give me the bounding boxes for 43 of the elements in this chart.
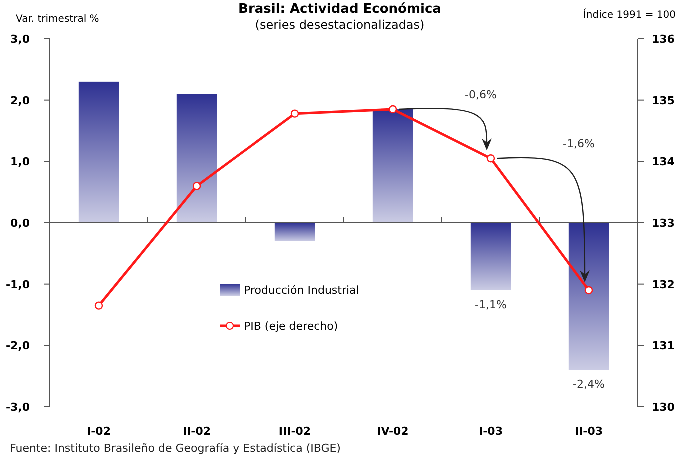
bar	[274, 223, 316, 242]
data-label: -1,1%	[475, 298, 507, 312]
data-label: -2,4%	[573, 378, 605, 392]
x-tick-label: IV-02	[377, 425, 409, 438]
chart-subtitle: (series desestacionalizadas)	[255, 18, 425, 32]
point	[94, 302, 104, 310]
legend-label: PIB (eje derecho)	[244, 320, 338, 333]
y2-tick-label: 133	[652, 217, 675, 230]
y-tick-label: -3,0	[6, 401, 30, 414]
y-tick-label: 0,0	[10, 217, 30, 230]
bar	[568, 223, 610, 370]
y-tick-label: 1,0	[10, 156, 30, 169]
x-tick-label: II-03	[574, 425, 604, 438]
bar	[78, 82, 120, 223]
x-tick-label: II-02	[182, 425, 212, 438]
x-tick-label: III-02	[278, 425, 312, 438]
y2-tick-label: 132	[652, 278, 675, 292]
y-tick-label: -2,0	[6, 340, 30, 353]
bar	[470, 223, 512, 290]
y2-tick-label: 131	[652, 340, 675, 353]
y2-tick-label: 130	[652, 401, 676, 414]
y-axis-title: Var. trimestral %	[16, 14, 100, 25]
x-tick-label: I-03	[479, 425, 503, 438]
y2-tick-label: 135	[652, 94, 675, 108]
y-tick-label: 3,0	[10, 33, 30, 46]
point	[584, 286, 594, 295]
chart-title: Brasil: Actividad Económica	[238, 2, 442, 17]
y-tick-label: -1,0	[6, 278, 30, 292]
bar	[176, 94, 218, 223]
point	[192, 182, 202, 190]
y2-tick-label: 134	[652, 156, 676, 169]
point	[486, 154, 496, 163]
annotation: -1,6%	[563, 138, 595, 151]
annotation: -0,6%	[465, 88, 497, 102]
y2-tick-label: 136	[652, 33, 676, 46]
x-tick-label: I-02	[87, 425, 111, 438]
bar	[372, 110, 414, 223]
y-tick-label: 2,0	[10, 94, 30, 108]
legend-label: Producción Industrial	[244, 284, 360, 297]
source-note: Fuente: Instituto Brasileño de Geografía y Estadística (IBGE)	[10, 442, 341, 455]
y2-axis-title: Índice 1991 = 100	[583, 8, 676, 21]
point	[388, 105, 398, 114]
point	[290, 110, 300, 118]
